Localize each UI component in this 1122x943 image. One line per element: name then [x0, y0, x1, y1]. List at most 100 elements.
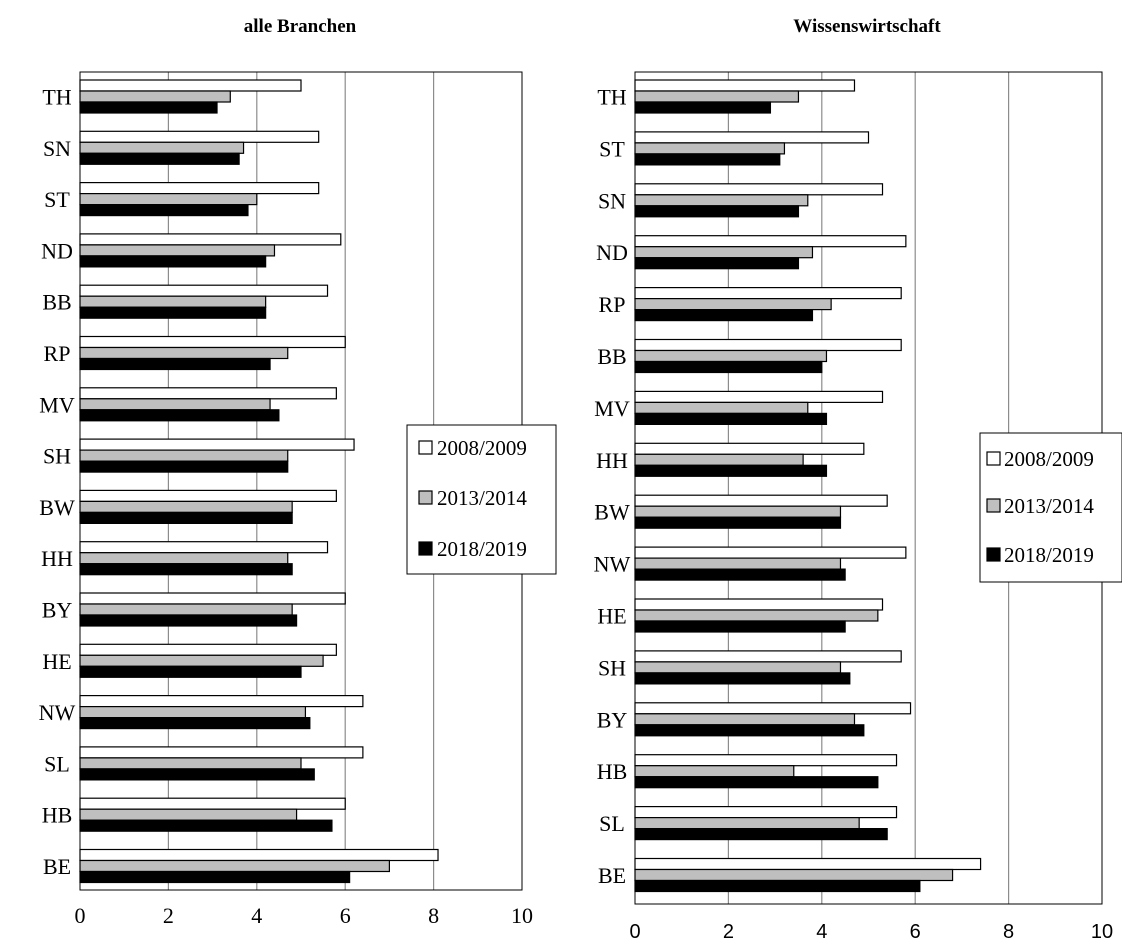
bar-sl-2018-2019	[79, 768, 315, 781]
bar-nd-2018-2019	[634, 257, 800, 270]
category-label: HB	[597, 759, 628, 784]
bar-sl-2013-2014	[634, 816, 860, 830]
category-label: BY	[42, 598, 73, 623]
bar-hh-2018-2019	[634, 464, 828, 477]
category-label: BB	[42, 290, 71, 315]
category-label: TH	[42, 85, 71, 110]
bar-st-2018-2019	[634, 153, 781, 166]
bar-th-2008-2009	[634, 79, 856, 92]
bar-nw-2013-2014	[634, 557, 842, 570]
category-label: SL	[44, 751, 70, 776]
bar-sh-2008-2009	[79, 438, 355, 451]
legend-swatch	[986, 451, 1001, 466]
x-tick-labels: 0 2 4 6 8 10	[75, 903, 534, 928]
bar-sl-2008-2009	[79, 746, 364, 759]
bar-bw-2008-2009	[634, 494, 888, 507]
bar-hh-2008-2009	[79, 541, 329, 554]
bar-bb-2018-2019	[634, 360, 823, 374]
bars	[79, 79, 439, 884]
x-tick-label: 8	[1003, 921, 1014, 943]
legend-entry: 2018/2019	[437, 537, 527, 561]
bar-bw-2018-2019	[634, 516, 842, 529]
bar-nw-2008-2009	[79, 694, 364, 708]
category-label: ND	[596, 240, 628, 265]
category-label: ST	[44, 187, 70, 212]
legend-swatch	[418, 541, 433, 556]
legend-swatch	[418, 440, 433, 455]
category-label: HB	[42, 803, 73, 828]
bar-sn-2013-2014	[79, 141, 245, 154]
bar-rp-2018-2019	[79, 357, 271, 371]
chart-title-alle-branchen: alle Branchen	[244, 16, 357, 37]
bar-mv-2013-2014	[79, 398, 271, 411]
bar-bb-2018-2019	[79, 306, 267, 319]
bar-he-2008-2009	[634, 598, 884, 611]
legend-entry: 2008/2009	[1004, 447, 1094, 471]
bar-bw-2008-2009	[79, 489, 337, 502]
bar-nd-2018-2019	[79, 255, 267, 268]
category-label: BE	[43, 854, 71, 879]
bar-sl-2018-2019	[634, 827, 888, 841]
x-tick-label: 10	[1091, 921, 1113, 943]
bar-bw-2013-2014	[79, 500, 293, 513]
bar-th-2013-2014	[634, 90, 800, 103]
bar-hb-2008-2009	[79, 797, 346, 810]
x-tick-label: 6	[910, 921, 921, 943]
category-label: SL	[599, 811, 625, 836]
bar-bb-2008-2009	[79, 284, 329, 297]
legend: 2008/2009 2013/2014 2018/2019	[979, 432, 1122, 583]
bar-mv-2008-2009	[79, 387, 337, 400]
category-labels: TH ST SN ND RP BB MV HH BW NW HE SH BY HB SL BE	[594, 85, 631, 889]
legend-entry: 2008/2009	[437, 436, 527, 460]
category-label: BW	[39, 495, 75, 520]
bar-mv-2013-2014	[634, 401, 809, 414]
bar-rp-2008-2009	[79, 335, 346, 349]
bar-by-2013-2014	[79, 603, 293, 616]
x-tick-label: 10	[511, 903, 533, 928]
category-label: BB	[597, 344, 626, 369]
bar-sh-2013-2014	[634, 661, 842, 674]
bar-sn-2018-2019	[79, 152, 240, 165]
category-label: HE	[597, 604, 626, 629]
bar-rp-2013-2014	[79, 346, 289, 360]
legend-box	[979, 432, 1122, 583]
bar-by-2018-2019	[79, 614, 298, 627]
bar-nw-2013-2014	[79, 705, 307, 719]
bar-bw-2013-2014	[634, 505, 842, 518]
bar-sn-2008-2009	[79, 130, 320, 143]
bar-by-2008-2009	[634, 702, 912, 715]
bar-nd-2008-2009	[79, 233, 342, 246]
legend-swatch	[986, 547, 1001, 562]
legend-entry: 2018/2019	[1004, 543, 1094, 567]
bar-hh-2008-2009	[634, 442, 865, 455]
category-label: SN	[598, 188, 626, 213]
category-label: HH	[41, 546, 73, 571]
bar-th-2018-2019	[79, 101, 218, 114]
bar-he-2008-2009	[79, 643, 337, 656]
bar-he-2018-2019	[634, 620, 846, 633]
category-label: ND	[41, 238, 73, 263]
bar-st-2008-2009	[79, 182, 320, 195]
bar-st-2008-2009	[634, 131, 870, 144]
bars	[634, 79, 982, 893]
chart-title-wissenswirtschaft: Wissenswirtschaft	[793, 16, 941, 37]
category-labels: TH SN ST ND BB RP MV SH BW HH BY HE NW SL HB BE	[39, 85, 76, 880]
bar-sl-2013-2014	[79, 757, 302, 770]
bar-hb-2008-2009	[634, 754, 898, 767]
bar-th-2018-2019	[634, 101, 772, 114]
category-label: NW	[594, 552, 631, 577]
category-label: SH	[598, 655, 626, 680]
bar-nd-2013-2014	[79, 244, 276, 257]
bar-hb-2013-2014	[79, 808, 298, 821]
bar-bw-2018-2019	[79, 511, 293, 525]
bar-sh-2008-2009	[634, 650, 902, 663]
bar-hh-2018-2019	[79, 563, 293, 576]
bar-he-2013-2014	[634, 609, 879, 622]
bar-nd-2008-2009	[634, 235, 907, 248]
bar-be-2018-2019	[634, 879, 921, 893]
category-label: BY	[597, 707, 628, 732]
x-tick-label: 8	[428, 903, 439, 928]
bar-be-2008-2009	[634, 857, 982, 871]
panel-wissenswirtschaft: Wissenswirtschaft TH ST SN ND RP BB MV HH BW NW HE…	[594, 16, 1122, 943]
